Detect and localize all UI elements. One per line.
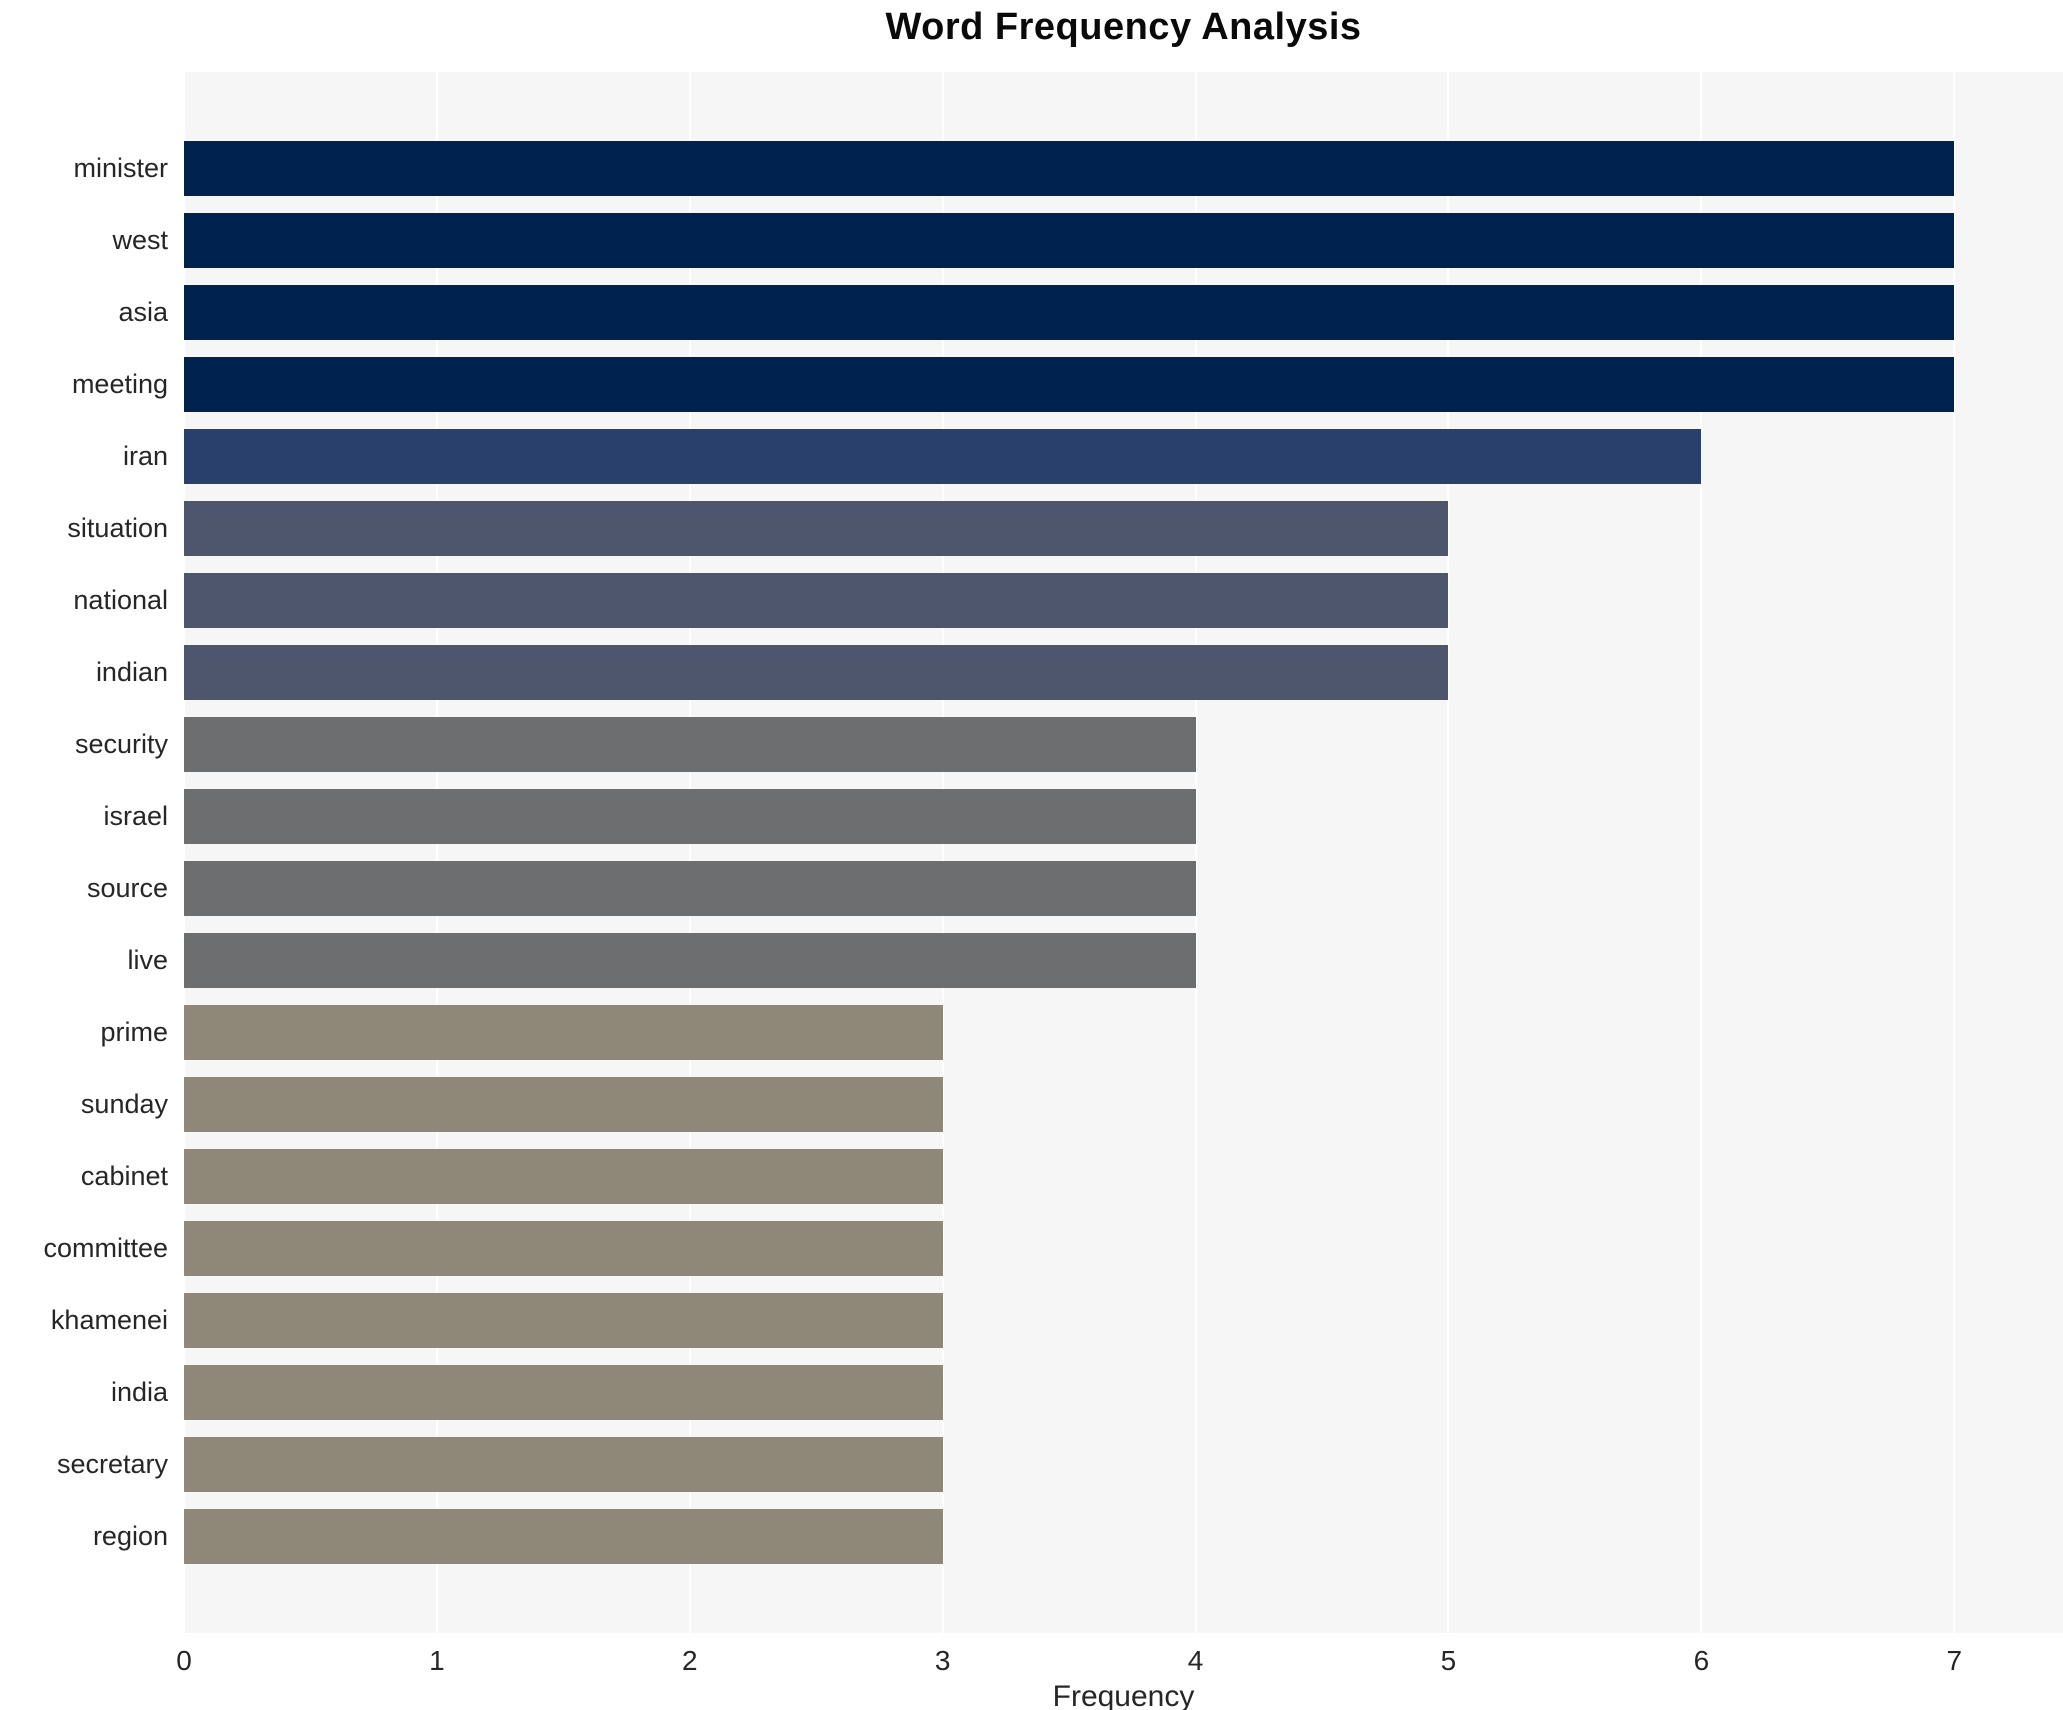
gridlines: [183, 72, 2063, 1633]
category-label: region: [92, 1521, 168, 1551]
x-axis-label: Frequency: [1052, 1680, 1195, 1710]
bar: [184, 1293, 943, 1348]
gridline: [688, 72, 691, 1633]
category-label: meeting: [71, 369, 168, 399]
bar-row: live: [127, 933, 2063, 988]
x-tick-label: 6: [1693, 1645, 1710, 1676]
gridline: [1447, 72, 1450, 1633]
x-tick-label: 0: [176, 1645, 192, 1676]
x-tick-label: 7: [1946, 1645, 1963, 1676]
bar-row: indian: [96, 645, 2063, 700]
bars-container: minister west asia meeting iran situation nati…: [43, 141, 2063, 1564]
bar: [184, 1437, 943, 1492]
bar-row: iran: [123, 429, 2063, 484]
gridline: [1194, 72, 1197, 1633]
bar: [184, 141, 1955, 196]
category-label: india: [110, 1377, 168, 1407]
bar: [184, 357, 1955, 412]
category-label: source: [86, 873, 168, 903]
x-tick-label: 2: [681, 1645, 698, 1676]
plot-area: minister west asia meeting iran situation nati…: [43, 72, 2063, 1633]
bar-row: situation: [67, 501, 2063, 556]
category-label: secretary: [56, 1449, 168, 1479]
bar: [184, 573, 1449, 628]
bar-row: india: [111, 1365, 2063, 1420]
bar: [184, 285, 1955, 340]
bar: [184, 213, 1955, 268]
bar-row: cabinet: [81, 1149, 2063, 1204]
bar-row: region: [93, 1509, 2063, 1564]
bar: [184, 645, 1449, 700]
bar: [184, 501, 1449, 556]
category-label: west: [112, 225, 168, 255]
category-label: minister: [73, 153, 168, 183]
category-label: iran: [122, 441, 168, 471]
gridline: [1953, 72, 1956, 1633]
category-label: security: [74, 729, 168, 759]
bar: [184, 861, 1196, 916]
category-label: committee: [43, 1233, 168, 1263]
bar: [184, 429, 1702, 484]
bar: [184, 1365, 943, 1420]
bar-row: israel: [103, 789, 2063, 844]
gridline: [941, 72, 944, 1633]
category-label: live: [127, 945, 168, 975]
bar: [184, 717, 1196, 772]
gridline: [435, 72, 438, 1633]
bar: [184, 933, 1196, 988]
bar: [184, 789, 1196, 844]
bar-row: west: [112, 213, 2063, 268]
bar-row: minister: [73, 141, 2063, 196]
x-tick-label: 5: [1440, 1645, 1457, 1676]
bar-row: security: [75, 717, 2063, 772]
bar-row: sunday: [81, 1077, 2063, 1132]
bar-row: source: [87, 861, 2063, 916]
x-tick-label: 4: [1187, 1645, 1204, 1676]
category-label: national: [73, 585, 168, 615]
bar-row: meeting: [72, 357, 2063, 412]
category-label: asia: [118, 297, 168, 327]
category-label: prime: [100, 1017, 168, 1047]
x-tick-label: 1: [429, 1645, 445, 1676]
category-label: indian: [95, 657, 168, 687]
gridline: [1700, 72, 1703, 1633]
bar-row: national: [73, 573, 2063, 628]
x-axis-ticks: 0 1 2 3 4 5 6 7: [176, 1645, 2063, 1681]
bar-row: khamenei: [51, 1293, 2063, 1348]
x-tick-label: 3: [934, 1645, 951, 1676]
category-label: situation: [67, 513, 168, 543]
category-label: israel: [103, 801, 168, 831]
bar: [184, 1077, 943, 1132]
category-label: sunday: [80, 1089, 168, 1119]
category-label: cabinet: [80, 1161, 168, 1191]
bar: [184, 1149, 943, 1204]
bar-row: asia: [118, 285, 2063, 340]
bar: [184, 1221, 943, 1276]
category-label: khamenei: [50, 1305, 168, 1335]
bar-row: committee: [43, 1221, 2063, 1276]
chart-title: Word Frequency Analysis: [885, 6, 1362, 48]
bar: [184, 1005, 943, 1060]
gridline: [183, 72, 185, 1633]
bar: [184, 1509, 943, 1564]
bar-row: prime: [100, 1005, 2063, 1060]
bar-row: secretary: [57, 1437, 2063, 1492]
